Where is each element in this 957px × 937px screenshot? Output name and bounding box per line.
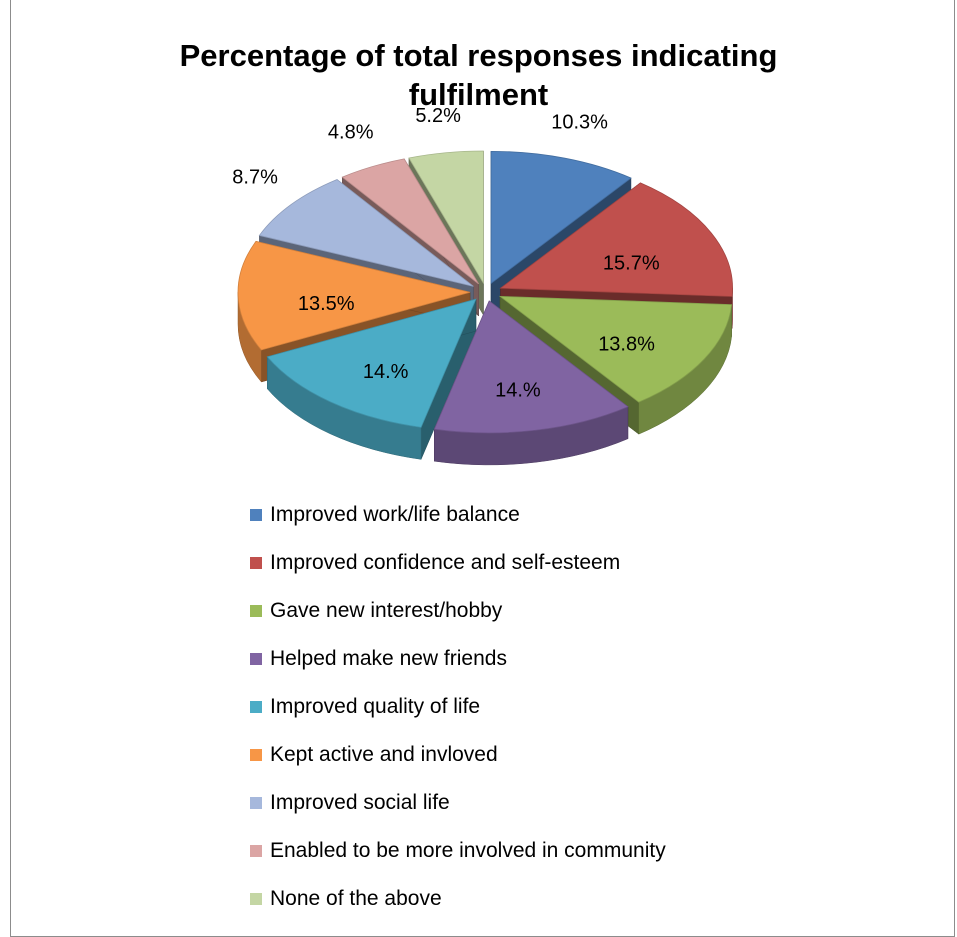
legend-item-6: Kept active and invloved — [250, 743, 498, 767]
pie-slice-5 — [266, 298, 477, 428]
chart-title-line-2: fulfilment — [408, 77, 549, 112]
legend-swatch-1 — [250, 509, 262, 521]
legend-swatch-8 — [250, 845, 262, 857]
pie-data-label-1: 10.3% — [551, 111, 608, 133]
legend-item-4: Helped make new friends — [250, 647, 507, 671]
legend-item-5: Improved quality of life — [250, 695, 480, 719]
legend-swatch-3 — [250, 605, 262, 617]
pie-slice-8 — [341, 158, 479, 285]
legend-label-6: Kept active and invloved — [270, 743, 498, 766]
legend-item-1: Improved work/life balance — [250, 503, 520, 527]
pie-data-label-3: 13.8% — [598, 334, 655, 356]
legend-item-7: Improved social life — [250, 791, 450, 815]
pie-data-label-2: 15.7% — [603, 252, 660, 274]
pie-data-label-9: 5.2% — [415, 105, 461, 127]
pie-data-label-6: 13.5% — [298, 293, 355, 315]
pie-slice-4 — [433, 300, 629, 434]
pie-slice-7 — [258, 179, 474, 287]
pie-chart: 10.3% 15.7% 13.8% 14.% 14.% 13.5% 8.7% 4.8% 5.2% — [232, 105, 733, 466]
legend-swatch-7 — [250, 797, 262, 809]
pie-data-label-8: 4.8% — [328, 122, 374, 144]
pie-slice-9 — [408, 150, 484, 285]
pie-data-labels: 10.3% 15.7% 13.8% 14.% 14.% 13.5% 8.7% 4.8% 5.2% — [232, 105, 660, 401]
pie-slice-6 — [237, 240, 471, 351]
legend-item-3: Gave new interest/hobby — [250, 599, 502, 623]
legend-swatch-6 — [250, 749, 262, 761]
pie-data-label-5: 14.% — [363, 361, 409, 383]
legend-item-2: Improved confidence and self-esteem — [250, 551, 620, 575]
legend-swatch-2 — [250, 557, 262, 569]
legend-label-1: Improved work/life balance — [270, 503, 520, 526]
pie-slice-1 — [490, 150, 632, 285]
legend-label-5: Improved quality of life — [270, 695, 481, 718]
legend-swatch-4 — [250, 653, 262, 665]
pie-slice-2 — [499, 182, 733, 297]
pie-data-label-4: 14.% — [495, 379, 541, 401]
pie-slice-3 — [498, 295, 733, 403]
legend-label-7: Improved social life — [270, 791, 450, 814]
legend-label-2: Improved confidence and self-esteem — [270, 551, 621, 574]
chart-title: Percentage of total responses indicating… — [0, 36, 957, 114]
legend-item-9: None of the above — [250, 887, 442, 911]
legend-label-9: None of the above — [270, 887, 442, 910]
legend-item-8: Enabled to be more involved in community — [250, 839, 666, 863]
pie-data-label-7: 8.7% — [232, 166, 278, 188]
chart-title-line-1: Percentage of total responses indicating — [179, 38, 778, 73]
legend-label-8: Enabled to be more involved in community — [270, 839, 666, 862]
legend-swatch-5 — [250, 701, 262, 713]
legend-label-3: Gave new interest/hobby — [270, 599, 503, 622]
pie-tops — [237, 150, 733, 434]
legend-swatch-9 — [250, 893, 262, 905]
legend-label-4: Helped make new friends — [270, 647, 507, 670]
